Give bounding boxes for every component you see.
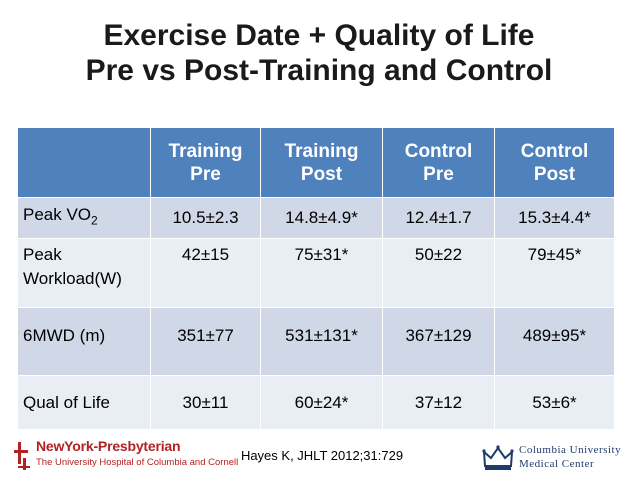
table-cell: 12.4±1.7 — [382, 197, 495, 239]
table-cell: 367±129 — [382, 307, 495, 376]
nyp-subtitle: The University Hospital of Columbia and … — [36, 457, 239, 468]
table-cell: 15.3±4.4* — [494, 197, 615, 239]
row-label: Peak VO2 — [17, 197, 151, 239]
slide-title: Exercise Date + Quality of Life Pre vs P… — [0, 18, 638, 88]
header-control-post: Control Post — [494, 127, 615, 198]
table-row-peak-vo2: Peak VO2 10.5±2.3 14.8±4.9* 12.4±1.7 15.… — [17, 197, 615, 239]
columbia-medical-center-logo: Columbia University Medical Center — [482, 442, 632, 474]
table-cell: 37±12 — [382, 375, 495, 430]
table-cell: 42±15 — [150, 238, 261, 308]
table-row-qual-of-life: Qual of Life 30±11 60±24* 37±12 53±6* — [17, 375, 615, 430]
table-row-peak-workload: Peak Workload(W) 42±15 75±31* 50±22 79±45… — [17, 238, 615, 308]
table-header-row: Training Pre Training Post Control Pre C… — [17, 127, 615, 198]
row-label: Peak Workload(W) — [17, 238, 151, 308]
table-cell: 75±31* — [260, 238, 383, 308]
nyp-name: NewYork-Presbyterian — [36, 438, 181, 454]
table-cell: 14.8±4.9* — [260, 197, 383, 239]
table-cell: 60±24* — [260, 375, 383, 430]
nyp-emblem-icon — [14, 442, 30, 470]
table-cell: 30±11 — [150, 375, 261, 430]
table-cell: 351±77 — [150, 307, 261, 376]
table-cell: 10.5±2.3 — [150, 197, 261, 239]
table-cell: 531±131* — [260, 307, 383, 376]
columbia-line-1: Columbia University — [519, 444, 622, 456]
title-line-1: Exercise Date + Quality of Life — [103, 19, 535, 52]
row-label: Qual of Life — [17, 375, 151, 430]
table-row-6mwd: 6MWD (m) 351±77 531±131* 367±129 489±95* — [17, 307, 615, 376]
newyork-presbyterian-logo: NewYork-Presbyterian The University Hosp… — [14, 438, 238, 474]
crown-icon — [482, 445, 514, 470]
header-training-post: Training Post — [260, 127, 383, 198]
columbia-line-2: Medical Center — [519, 458, 595, 470]
table-cell: 489±95* — [494, 307, 615, 376]
header-control-pre: Control Pre — [382, 127, 495, 198]
citation: Hayes K, JHLT 2012;31:729 — [240, 448, 404, 463]
row-label: 6MWD (m) — [17, 307, 151, 376]
table-cell: 50±22 — [382, 238, 495, 308]
table-cell: 79±45* — [494, 238, 615, 308]
table-cell: 53±6* — [494, 375, 615, 430]
results-table: Training Pre Training Post Control Pre C… — [17, 127, 615, 430]
title-line-2: Pre vs Post-Training and Control — [85, 54, 553, 87]
header-training-pre: Training Pre — [150, 127, 261, 198]
header-cell-empty — [17, 127, 151, 198]
